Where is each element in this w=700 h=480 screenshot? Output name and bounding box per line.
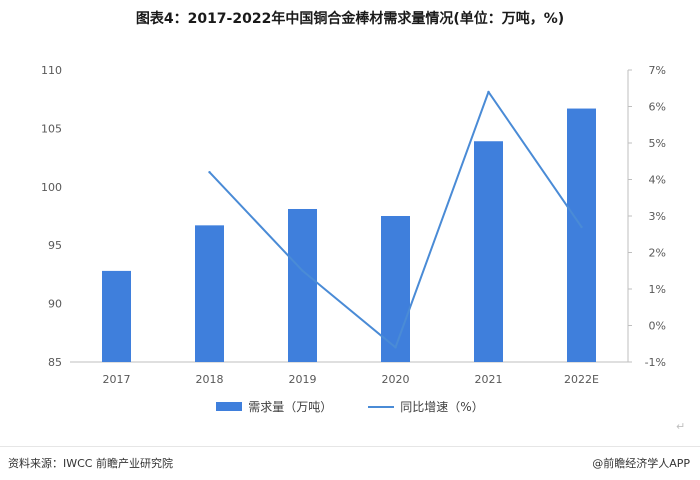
x-tick-label: 2021 [475, 373, 503, 386]
line-point [487, 90, 490, 94]
bar [102, 270, 131, 362]
left-tick-label: 105 [41, 122, 62, 135]
left-tick-label: 95 [48, 239, 62, 252]
right-tick-label: 3% [649, 210, 666, 223]
left-tick-label: 90 [48, 298, 62, 311]
source-text: 资料来源：IWCC 前瞻产业研究院 [8, 457, 173, 470]
footer: 资料来源：IWCC 前瞻产业研究院 @前瞻经济学人APP [0, 446, 700, 480]
axes-group [70, 69, 632, 363]
bar [474, 141, 503, 362]
x-tick-label: 2018 [196, 373, 224, 386]
legend-bar-label: 需求量（万吨） [248, 400, 333, 414]
line-point [394, 346, 397, 349]
right-tick-label: 6% [649, 101, 666, 114]
right-tick-label: -1% [645, 356, 666, 369]
chart-title: 图表4：2017-2022年中国铜合金棒材需求量情况(单位：万吨，%) [135, 11, 565, 27]
legend-line-swatch [368, 405, 395, 408]
tick-labels: 85 90 95 100 105 110 -1% 0% 1% 2% 3% 4% 5% 6% 7% 2017 20… [41, 64, 666, 386]
x-tick-label: 2019 [289, 373, 317, 386]
x-tick-label: 2020 [382, 373, 410, 386]
paragraph-mark: ↵ [676, 420, 686, 433]
right-tick-label: 7% [649, 64, 666, 77]
right-tick-label: 0% [649, 320, 666, 333]
line-point [580, 225, 583, 229]
bar [567, 108, 596, 362]
brand-text: @前瞻经济学人APP [592, 457, 690, 470]
x-tick-label: 2022E [564, 373, 599, 386]
bar [381, 216, 410, 362]
line-point [208, 171, 211, 174]
right-tick-label: 5% [649, 137, 666, 150]
line-point [301, 269, 304, 272]
legend-item-bar[interactable]: 需求量（万吨） [216, 398, 332, 415]
x-tick-label: 2017 [103, 373, 131, 386]
right-tick-label: 4% [649, 174, 666, 187]
legend-item-line[interactable]: 同比增速（%） [368, 398, 484, 415]
bar [288, 208, 317, 362]
bar [195, 225, 224, 362]
left-tick-label: 110 [41, 64, 62, 77]
legend-bar-swatch [216, 402, 243, 411]
line-series [208, 90, 583, 349]
bar-series [102, 108, 596, 362]
left-tick-label: 100 [41, 181, 62, 194]
right-tick-label: 1% [649, 283, 666, 296]
left-tick-label: 85 [48, 356, 62, 369]
right-tick-label: 2% [649, 247, 666, 260]
legend: 需求量（万吨） 同比增速（%） [0, 398, 700, 415]
legend-line-label: 同比增速（%） [400, 400, 484, 414]
